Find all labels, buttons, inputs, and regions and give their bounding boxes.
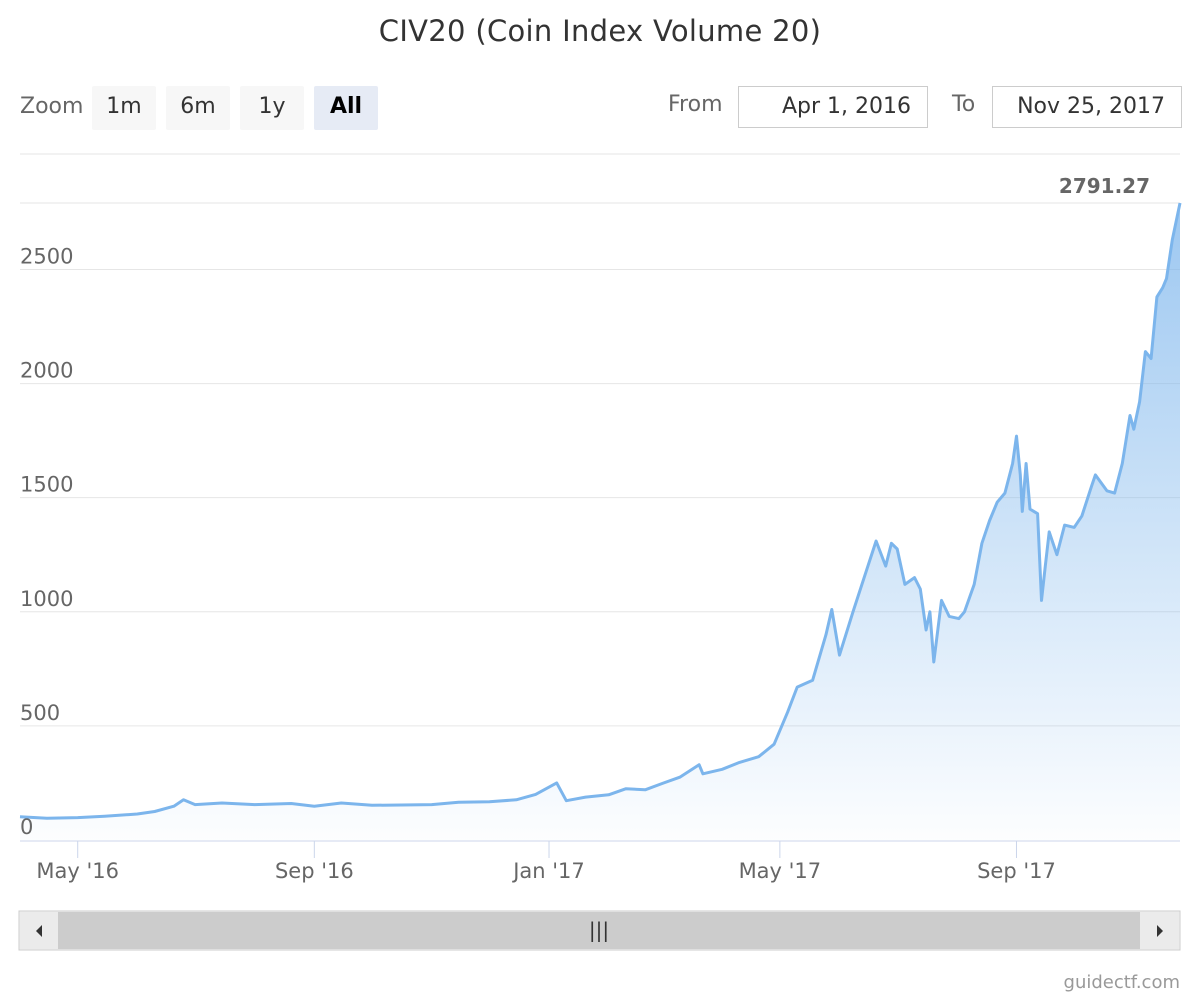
arrow-left-icon — [36, 925, 42, 937]
from-label: From — [668, 92, 723, 117]
x-tick-label: Jan '17 — [511, 859, 585, 883]
arrow-right-icon — [1157, 925, 1163, 937]
axis-layer: 0 500 1000 1500 2000 2500 May '16 Sep '16 Jan '1… — [20, 174, 1180, 883]
zoom-all-button[interactable]: All — [314, 86, 378, 130]
x-tick-label: Sep '16 — [275, 859, 354, 883]
credit-link[interactable]: guidectf.com — [1063, 972, 1180, 993]
x-tick-label: May '17 — [739, 859, 822, 883]
x-tick-label: Sep '17 — [977, 859, 1056, 883]
y-tick-label: 0 — [20, 815, 33, 839]
to-date-input[interactable]: Nov 25, 2017 — [992, 86, 1182, 128]
series-line — [19, 202, 1182, 820]
to-label: To — [952, 92, 976, 117]
y-tick-label: 1000 — [20, 587, 73, 611]
series-layer — [19, 202, 1182, 840]
zoom-6m-button[interactable]: 6m — [166, 86, 230, 130]
from-date-input[interactable]: Apr 1, 2016 — [738, 86, 928, 128]
series-area — [20, 203, 1180, 840]
y-tick-label: 1500 — [20, 473, 73, 497]
x-tick-label: May '16 — [36, 859, 119, 883]
chart-title: CIV20 (Coin Index Volume 20) — [378, 14, 822, 48]
last-value-label: 2791.27 — [1059, 174, 1150, 198]
zoom-1m-button[interactable]: 1m — [92, 86, 156, 130]
navigator-scrollbar[interactable]: ||| — [18, 910, 1181, 951]
y-tick-label: 500 — [20, 701, 60, 725]
scrollbar-grip-icon: ||| — [589, 918, 609, 942]
zoom-label: Zoom — [20, 94, 84, 119]
y-tick-label: 2000 — [20, 359, 73, 383]
scrollbar-thumb[interactable] — [58, 912, 1140, 949]
y-tick-label: 2500 — [20, 244, 73, 268]
zoom-1y-button[interactable]: 1y — [240, 86, 304, 130]
